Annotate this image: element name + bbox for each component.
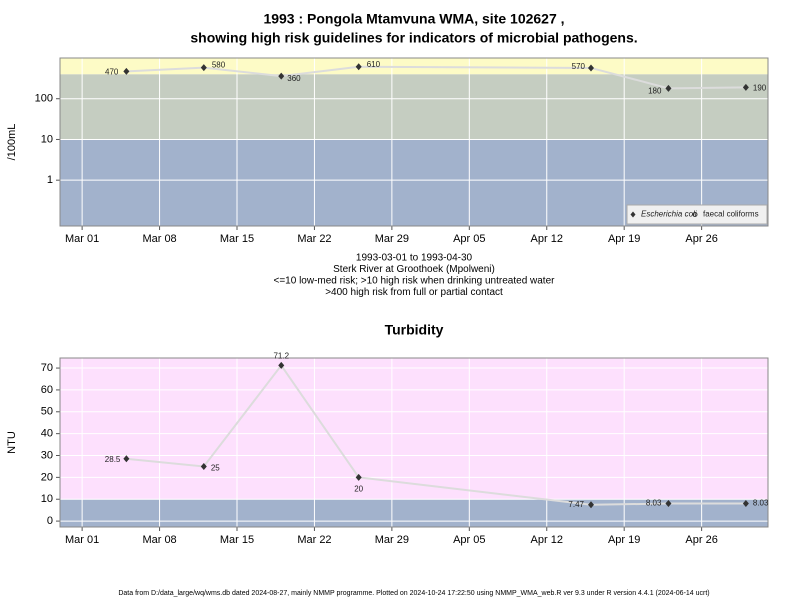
y-tick-label: 30 [41, 449, 53, 461]
risk-band [60, 74, 768, 140]
plot-frame [59, 57, 769, 227]
note: Sterk River at Groothoek (Mpolweni) [333, 264, 495, 275]
y-tick-label: 0 [47, 515, 53, 527]
value-label: 8.03 [646, 499, 662, 508]
x-tick-label: Mar 22 [297, 233, 331, 245]
note: 1993-03-01 to 1993-04-30 [356, 253, 473, 264]
footer: Data from D:/data_large/wq/wms.db dated … [118, 590, 709, 597]
x-tick-label: Apr 05 [453, 233, 485, 245]
value-label: 580 [212, 61, 226, 70]
y-tick-label: 100 [35, 93, 53, 105]
point [200, 462, 207, 470]
chart-title: 1993 : Pongola Mtamvuna WMA, site 102627… [263, 11, 564, 27]
value-label: 7.47 [568, 500, 584, 509]
x-tick-label: Mar 15 [220, 534, 254, 546]
legend-label: Escherichia coli [641, 210, 697, 219]
y-tick-label: 40 [41, 428, 53, 440]
legend-label: faecal coliforms [703, 210, 759, 219]
x-tick-label: Mar 01 [65, 534, 99, 546]
legend-marker [630, 211, 636, 218]
x-tick-label: Apr 19 [608, 534, 640, 546]
y-tick-label: 70 [41, 362, 53, 374]
value-label: 610 [367, 60, 381, 69]
value-label: 570 [572, 62, 586, 71]
point [588, 64, 594, 72]
x-tick-label: Apr 19 [608, 233, 640, 245]
value-label: 71.2 [273, 352, 289, 361]
y-tick-label: 10 [41, 493, 53, 505]
y-axis-label: /100mL [6, 124, 18, 161]
x-tick-label: Mar 29 [375, 534, 409, 546]
point [588, 501, 594, 509]
x-tick-label: Mar 08 [142, 534, 176, 546]
point [200, 64, 207, 72]
plot-frame [59, 357, 769, 528]
note: >400 high risk from full or partial cont… [325, 287, 503, 298]
x-tick-label: Mar 01 [65, 233, 99, 245]
x-tick-label: Apr 12 [531, 534, 563, 546]
x-tick-label: Apr 12 [531, 233, 563, 245]
y-tick-label: 1 [47, 174, 53, 186]
point [123, 455, 130, 463]
value-label: 8.03 [753, 499, 769, 508]
chart-title: showing high risk guidelines for indicat… [190, 30, 637, 46]
point [665, 84, 672, 92]
y-tick-label: 50 [41, 406, 53, 418]
value-label: 470 [105, 67, 119, 76]
point [355, 63, 362, 71]
y-tick-label: 10 [41, 133, 53, 145]
value-label: 28.5 [105, 455, 121, 464]
y-tick-label: 60 [41, 384, 53, 396]
y-axis-label: NTU [6, 431, 18, 454]
x-tick-label: Mar 22 [297, 534, 331, 546]
x-tick-label: Mar 08 [142, 233, 176, 245]
x-tick-label: Apr 05 [453, 534, 485, 546]
x-tick-label: Mar 15 [220, 233, 254, 245]
x-tick-label: Mar 29 [375, 233, 409, 245]
point [742, 500, 749, 508]
value-label: 180 [648, 86, 662, 95]
chart-title: Turbidity [385, 322, 444, 338]
x-tick-label: Apr 26 [685, 534, 717, 546]
value-label: 20 [354, 484, 363, 493]
risk-band [60, 358, 768, 500]
point [123, 67, 130, 75]
note: <=10 low-med risk; >10 high risk when dr… [274, 276, 556, 287]
point [742, 83, 749, 91]
point [278, 361, 285, 369]
value-label: 190 [753, 83, 767, 92]
point [665, 500, 672, 508]
x-tick-label: Apr 26 [685, 233, 717, 245]
value-label: 25 [211, 464, 220, 473]
point [355, 473, 362, 481]
point [278, 72, 285, 80]
legend-marker [692, 212, 698, 217]
y-tick-label: 20 [41, 471, 53, 483]
value-label: 360 [287, 74, 301, 83]
